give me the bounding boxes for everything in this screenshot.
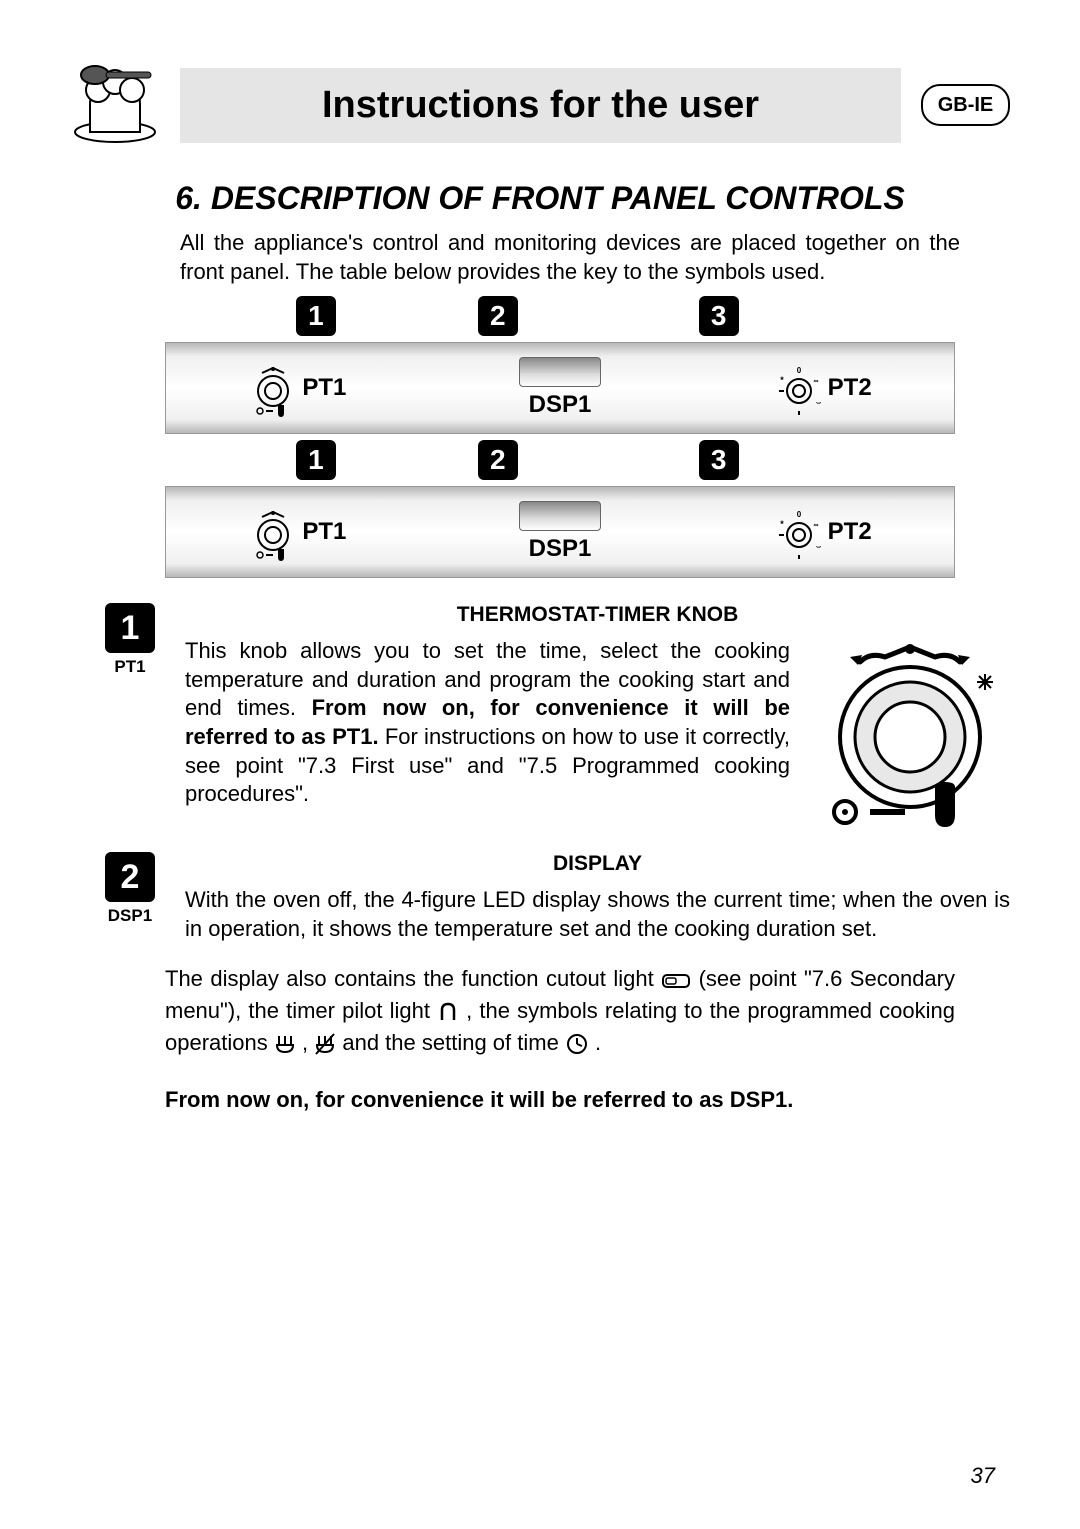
svg-text:∞: ∞	[813, 522, 818, 529]
section-title: DESCRIPTION OF FRONT PANEL CONTROLS	[211, 180, 905, 216]
dsp1-side-label: DSP1	[95, 906, 165, 926]
cooking-program-icon	[274, 1032, 296, 1056]
timer-pilot-light-icon	[437, 1000, 459, 1024]
page-number: 37	[971, 1463, 995, 1489]
pt1-content: This knob allows you to set the time, se…	[185, 637, 1010, 837]
function-cutout-light-icon	[661, 969, 691, 993]
dsp1-slot: DSP1	[429, 501, 692, 563]
number-badges-row: 1 2 3	[165, 296, 955, 336]
controls-table: 1 2 3 PT1 DSP1 0 ∞ * ⌣ PT2	[165, 296, 955, 578]
pt1-badge-col: 1 PT1	[95, 603, 165, 837]
large-thermostat-knob-icon	[810, 637, 1010, 837]
dsp1-bold-line: From now on, for convenience it will be …	[165, 1084, 955, 1116]
badge-1-large: 1	[105, 603, 155, 653]
display-icon	[519, 501, 601, 531]
badge-1: 1	[296, 440, 336, 480]
function-knob-icon: 0 ∞ * ⌣	[774, 363, 824, 413]
svg-text:*: *	[780, 519, 784, 529]
cooking-program-crossed-icon	[314, 1032, 336, 1056]
badge-2-large: 2	[105, 852, 155, 902]
badge-3: 3	[699, 296, 739, 336]
pt2-label: PT2	[828, 518, 872, 546]
dsp1-label: DSP1	[529, 535, 592, 563]
dsp1-para1: With the oven off, the 4-figure LED disp…	[185, 886, 1010, 943]
pt2-label: PT2	[828, 374, 872, 402]
chef-hat-spoon-icon	[70, 60, 160, 150]
badge-3: 3	[699, 440, 739, 480]
svg-text:0: 0	[796, 366, 801, 375]
para2-a: The display also contains the function c…	[165, 966, 661, 991]
para2-f: .	[595, 1030, 601, 1055]
badge-2: 2	[478, 440, 518, 480]
pt2-slot: 0 ∞ * ⌣ PT2	[691, 507, 954, 557]
badge-2: 2	[478, 296, 518, 336]
dsp1-right-col: DISPLAY With the oven off, the 4-figure …	[185, 852, 1010, 943]
pt1-slot: PT1	[166, 507, 429, 557]
dsp1-label: DSP1	[529, 391, 592, 419]
svg-text:*: *	[780, 375, 784, 385]
display-icon	[519, 357, 601, 387]
pt1-title: THERMOSTAT-TIMER KNOB	[185, 603, 1010, 627]
svg-text:0: 0	[796, 510, 801, 519]
dsp1-slot: DSP1	[429, 357, 692, 419]
dsp1-title: DISPLAY	[185, 852, 1010, 876]
para2-e: and the setting of time	[342, 1030, 565, 1055]
svg-text:⌣: ⌣	[816, 398, 821, 407]
dsp1-description-block: 2 DSP1 DISPLAY With the oven off, the 4-…	[95, 852, 1010, 943]
pt2-slot: 0 ∞ * ⌣ PT2	[691, 363, 954, 413]
badge-1: 1	[296, 296, 336, 336]
dsp1-badge-col: 2 DSP1	[95, 852, 165, 943]
pt1-description-block: 1 PT1 THERMOSTAT-TIMER KNOB This knob al…	[95, 603, 1010, 837]
pt1-text: This knob allows you to set the time, se…	[185, 637, 790, 837]
para2-d: ,	[302, 1030, 314, 1055]
pt1-side-label: PT1	[95, 657, 165, 677]
thermostat-knob-icon	[248, 363, 298, 413]
section-heading: 6. DESCRIPTION OF FRONT PANEL CONTROLS	[70, 180, 1010, 217]
thermostat-knob-icon	[248, 507, 298, 557]
intro-paragraph: All the appliance's control and monitori…	[180, 229, 960, 286]
panel-row: PT1 DSP1 0 ∞ * ⌣ PT2	[165, 486, 955, 578]
page-title: Instructions for the user	[180, 68, 901, 143]
section-number: 6.	[175, 180, 202, 216]
language-badge: GB-IE	[921, 84, 1010, 126]
function-knob-icon: 0 ∞ * ⌣	[774, 507, 824, 557]
pt1-slot: PT1	[166, 363, 429, 413]
clock-icon	[565, 1032, 589, 1056]
dsp1-para2: The display also contains the function c…	[165, 963, 955, 1116]
pt1-label: PT1	[302, 518, 346, 546]
panel-row: PT1 DSP1 0 ∞ * ⌣ PT2	[165, 342, 955, 434]
pt1-right-col: THERMOSTAT-TIMER KNOB This knob allows y…	[185, 603, 1010, 837]
manual-page: Instructions for the user GB-IE 6. DESCR…	[0, 0, 1080, 1529]
page-header: Instructions for the user GB-IE	[70, 60, 1010, 150]
svg-text:∞: ∞	[813, 378, 818, 385]
svg-text:⌣: ⌣	[816, 542, 821, 551]
pt1-label: PT1	[302, 374, 346, 402]
number-badges-row: 1 2 3	[165, 440, 955, 480]
